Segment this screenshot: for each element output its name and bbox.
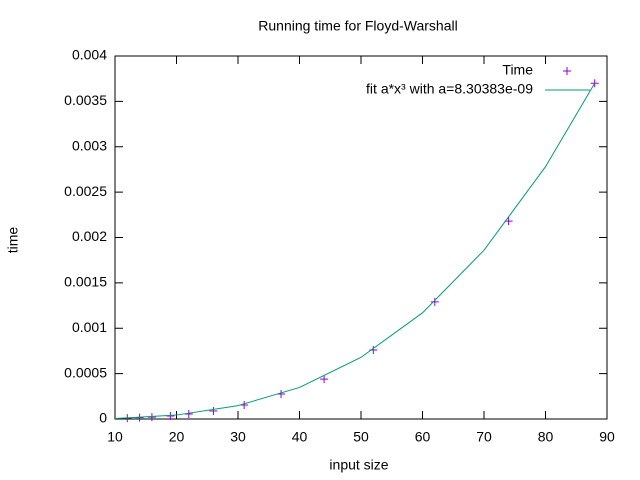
- data-point: [209, 407, 218, 416]
- y-tick-label: 0.002: [72, 228, 107, 244]
- y-tick-label: 0.004: [72, 47, 107, 63]
- x-tick-label: 20: [169, 429, 185, 445]
- x-tick-label: 30: [230, 429, 246, 445]
- y-tick-label: 0.0035: [64, 92, 107, 108]
- y-tick-label: 0.001: [72, 319, 107, 335]
- chart-title: Running time for Floyd-Warshall: [258, 18, 457, 34]
- y-tick-label: 0.003: [72, 137, 107, 153]
- x-tick-label: 90: [599, 429, 615, 445]
- x-tick-label: 60: [415, 429, 431, 445]
- x-tick-label: 50: [353, 429, 369, 445]
- x-tick-label: 70: [476, 429, 492, 445]
- legend-label: fit a*x³ with a=8.30383e-09: [366, 81, 533, 97]
- y-tick-label: 0.0025: [64, 183, 107, 199]
- x-tick-label: 10: [107, 429, 123, 445]
- y-axis-label: time: [5, 227, 21, 254]
- legend-label: Time: [502, 62, 533, 78]
- data-point: [147, 413, 156, 422]
- x-axis-label: input size: [329, 457, 388, 473]
- y-tick-label: 0.0015: [64, 274, 107, 290]
- data-point: [430, 297, 439, 306]
- x-tick-label: 40: [292, 429, 308, 445]
- data-point: [320, 375, 329, 384]
- x-tick-label: 80: [538, 429, 554, 445]
- y-tick-label: 0: [99, 410, 107, 426]
- legend-marker: [563, 67, 571, 75]
- fit-line: [114, 82, 596, 420]
- y-tick-label: 0.0005: [64, 364, 107, 380]
